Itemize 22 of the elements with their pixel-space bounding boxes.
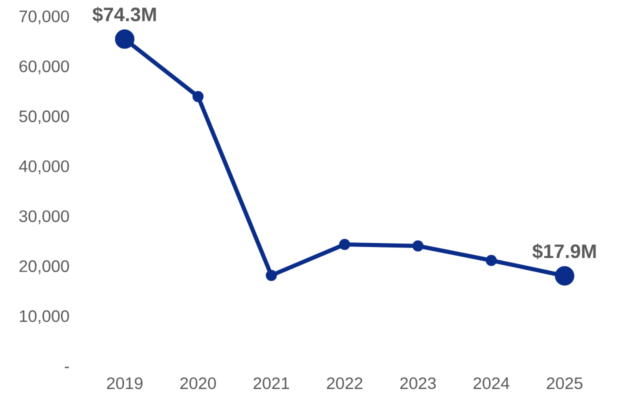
- x-tick-label: 2025: [546, 377, 582, 390]
- point: [412, 240, 424, 252]
- x-tick-label: 2020: [180, 377, 216, 390]
- x-tick-label: 2021: [254, 377, 290, 390]
- y-tick-label: 70,000: [20, 10, 69, 24]
- point: [339, 238, 350, 250]
- y-tick-label: 20,000: [19, 260, 69, 274]
- x-tick-label: 2023: [400, 377, 436, 390]
- y-tick-label: -: [64, 366, 69, 368]
- x-tick-label: 2022: [326, 377, 362, 390]
- annotation: $74.3M: [92, 6, 156, 23]
- y-tick-label: 60,000: [19, 60, 69, 74]
- point: [192, 90, 204, 102]
- y-tick-label: 30,000: [19, 210, 69, 224]
- point: [266, 270, 277, 281]
- annotation: $17.9M: [532, 244, 596, 260]
- y-tick-label: 40,000: [19, 160, 69, 174]
- y-tick-label: 10,000: [20, 310, 69, 324]
- point: [486, 254, 497, 266]
- y-tick-label: 50,000: [19, 110, 69, 124]
- x-tick-label: 2019: [107, 377, 142, 390]
- x-tick-label: 2024: [474, 377, 510, 390]
